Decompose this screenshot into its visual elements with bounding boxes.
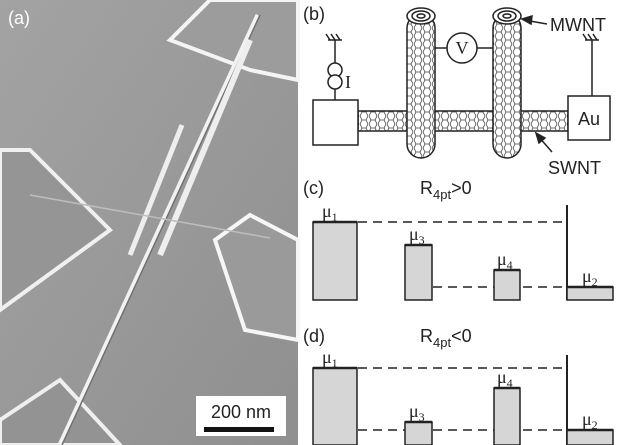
panel-c: (c) R4pt>0 <box>303 178 613 300</box>
level-symbol: μ <box>322 347 332 367</box>
level-bar <box>494 270 520 300</box>
level-label: μ3 <box>409 401 425 424</box>
electrode-label: Au <box>578 109 600 129</box>
level-sub: 2 <box>592 418 598 432</box>
level-bar <box>567 430 613 445</box>
panel-title: R4pt<0 <box>420 326 472 350</box>
level-sub: 1 <box>332 356 338 370</box>
level-bar <box>567 287 613 300</box>
level-symbol: μ <box>582 409 592 429</box>
level-label: μ3 <box>409 224 425 247</box>
panel-label: (d) <box>303 326 325 346</box>
level-symbol: μ <box>409 401 419 421</box>
level-bar <box>405 245 432 300</box>
level-sub: 3 <box>419 410 425 424</box>
title-sub: 4pt <box>433 187 451 202</box>
title-rest: <0 <box>451 326 472 346</box>
panel-label: (b) <box>303 4 325 24</box>
level-symbol: μ <box>497 249 507 269</box>
title-rest: >0 <box>451 178 472 198</box>
panel-label: (c) <box>303 178 324 198</box>
level-sub: 1 <box>332 210 338 224</box>
level-bar <box>313 222 357 300</box>
title-sub: 4pt <box>433 335 451 350</box>
level-symbol: μ <box>409 224 419 244</box>
panel-title: R4pt>0 <box>420 178 472 202</box>
level-bar <box>313 368 357 445</box>
level-sub: 4 <box>507 258 513 272</box>
panel-d: (d) R4pt<0 <box>303 326 613 445</box>
current-label: I <box>345 72 351 92</box>
level-sub: 3 <box>419 233 425 247</box>
afm-image: (a) 200 nm <box>0 0 298 445</box>
level-label: μ1 <box>322 347 338 370</box>
level-label: μ4 <box>497 367 513 390</box>
panel-label: (a) <box>8 8 30 28</box>
level-label: μ4 <box>497 249 513 272</box>
title-main: R <box>420 326 433 346</box>
level-symbol: μ <box>322 201 332 221</box>
voltmeter-label: V <box>456 38 469 58</box>
level-sub: 4 <box>507 376 513 390</box>
level-label: μ2 <box>582 409 598 432</box>
title-main: R <box>420 178 433 198</box>
schematic: (b) Au V I MWNT SWNT <box>303 4 610 178</box>
level-symbol: μ <box>497 367 507 387</box>
level-label: μ1 <box>322 201 338 224</box>
level-bar <box>405 422 432 445</box>
mwnt-label: MWNT <box>550 15 606 35</box>
level-label: μ2 <box>582 266 598 289</box>
figure: (a) 200 nm (b) Au V I MWNT SWNT (c) R4pt… <box>0 0 628 445</box>
level-symbol: μ <box>582 266 592 286</box>
level-sub: 2 <box>592 275 598 289</box>
swnt-label: SWNT <box>548 158 601 178</box>
scale-bar-label: 200 nm <box>211 402 271 422</box>
level-bar <box>494 388 520 445</box>
scale-bar <box>204 427 274 432</box>
